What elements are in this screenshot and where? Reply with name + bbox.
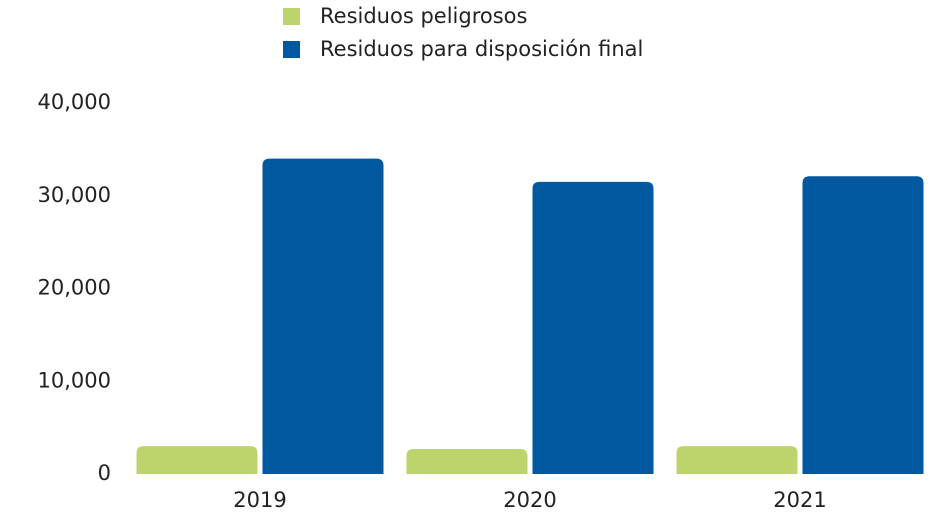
x-tick-label: 2019 <box>233 488 286 512</box>
bar <box>406 448 528 474</box>
x-tick-label: 2020 <box>503 488 556 512</box>
legend-swatch <box>283 8 300 25</box>
y-tick-label: 30,000 <box>38 183 111 207</box>
y-tick-label: 10,000 <box>38 368 111 392</box>
y-tick-label: 20,000 <box>38 276 111 300</box>
legend-label: Residuos para disposición final <box>320 37 643 61</box>
bar <box>676 446 798 474</box>
bar <box>262 158 384 474</box>
x-tick-label: 2021 <box>773 488 826 512</box>
bar <box>802 176 924 474</box>
y-tick-label: 0 <box>98 461 111 485</box>
y-tick-label: 40,000 <box>38 90 111 114</box>
bar <box>532 181 654 474</box>
legend-label: Residuos peligrosos <box>320 4 527 28</box>
legend-swatch <box>283 41 300 58</box>
bar <box>136 446 258 474</box>
